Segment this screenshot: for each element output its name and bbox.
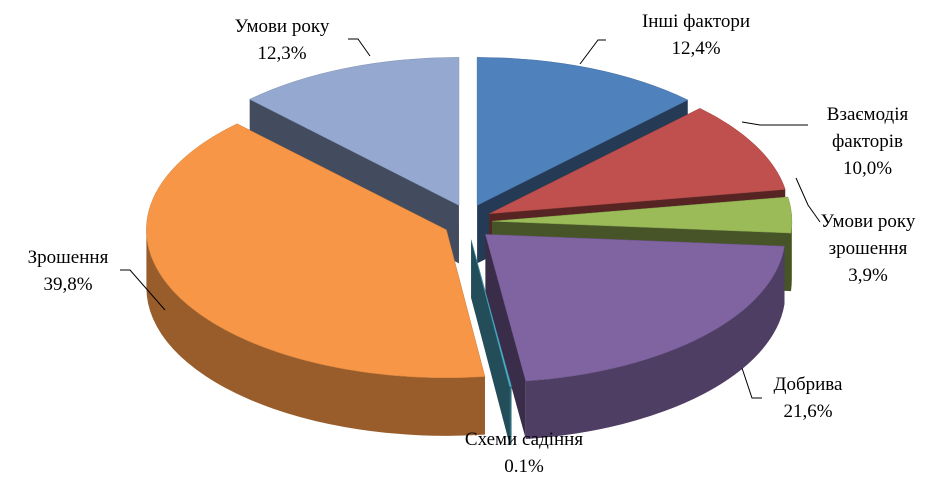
leader-line [741, 367, 762, 399]
slice [476, 57, 689, 206]
slice-value-label: 39,8% [43, 274, 93, 295]
slice-label: Добрива [773, 374, 843, 395]
slice-edge [471, 239, 510, 445]
slice [485, 234, 785, 382]
leader-line [741, 121, 808, 126]
slice [489, 108, 786, 214]
slice [146, 123, 486, 379]
slice-label: Зрошення [27, 247, 109, 268]
leader-line [120, 269, 166, 311]
slice-edge [485, 234, 526, 440]
slice-label: Умови року зрошення [820, 211, 916, 259]
slice-value-label: 12,4% [671, 38, 721, 59]
slice-value-label: 10,0% [842, 158, 893, 179]
slice-value-label: 0.1% [504, 456, 544, 477]
slice [491, 196, 793, 234]
slice-side [146, 229, 485, 436]
slice-label: Взаємодія факторів [826, 104, 909, 152]
slice [249, 57, 460, 206]
leader-line [348, 38, 371, 57]
slice-side [525, 246, 785, 440]
slice [470, 239, 512, 387]
slice-label: Схеми садіння [464, 429, 584, 450]
slice-value-label: 3,9% [848, 265, 888, 286]
leader-line [795, 177, 821, 223]
slice-side [791, 221, 792, 292]
slice-side [509, 386, 512, 445]
slice-label: Інші фактори [641, 11, 751, 32]
leader-line [579, 39, 606, 65]
slice-label: Умови року [234, 16, 330, 37]
slice-value-label: 21,6% [783, 401, 833, 422]
slice-value-label: 12,3% [257, 43, 307, 64]
